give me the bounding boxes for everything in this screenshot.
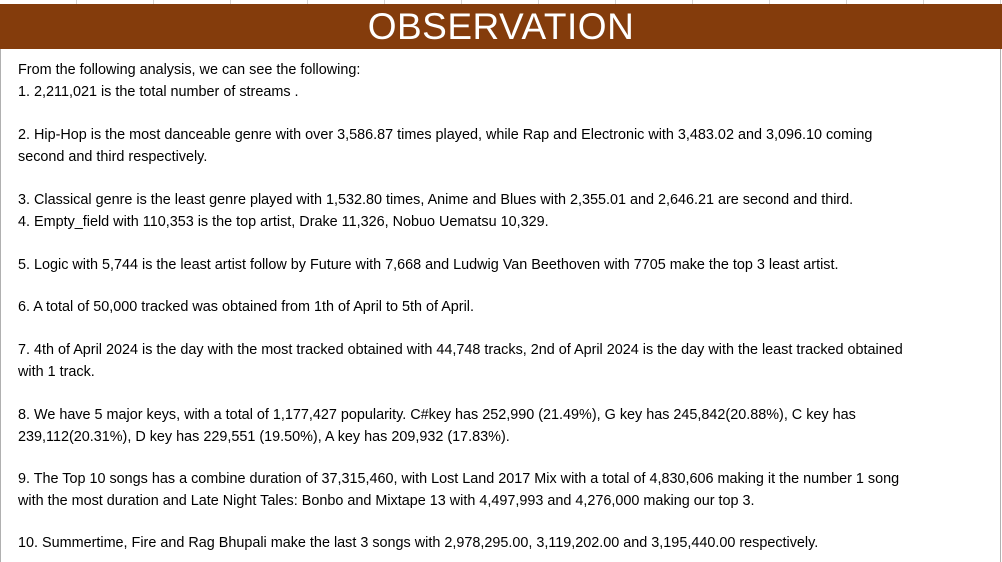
observation-title-banner: OBSERVATION [0,4,1002,49]
point-3-line-1: 3. Classical genre is the least genre pl… [18,192,854,208]
point-8-line-2: 239,112(20.31%), D key has 229,551 (19.5… [18,429,510,445]
observation-text-cell[interactable]: From the following analysis, we can see … [0,49,1001,562]
point-9-line-1: 9. The Top 10 songs has a combine durati… [18,471,900,487]
point-6-line-1: 6. A total of 50,000 tracked was obtaine… [18,299,474,315]
spreadsheet-grid-strip [0,0,1002,4]
page-title: OBSERVATION [367,5,635,47]
point-8-line-1: 8. We have 5 major keys, with a total of… [18,407,856,423]
intro-line: From the following analysis, we can see … [18,62,361,78]
point-4-line-1: 4. Empty_field with 110,353 is the top a… [18,214,549,230]
point-7-line-1: 7. 4th of April 2024 is the day with the… [18,342,903,358]
point-9-line-2: with the most duration and Late Night Ta… [18,493,755,509]
point-7-line-2: with 1 track. [18,364,95,380]
point-1-line-1: 1. 2,211,021 is the total number of stre… [18,84,299,100]
point-2-line-2: second and third respectively. [18,149,208,165]
point-5-line-1: 5. Logic with 5,744 is the least artist … [18,257,839,273]
point-10-line-1: 10. Summertime, Fire and Rag Bhupali mak… [18,535,819,551]
point-2-line-1: 2. Hip-Hop is the most danceable genre w… [18,127,873,143]
